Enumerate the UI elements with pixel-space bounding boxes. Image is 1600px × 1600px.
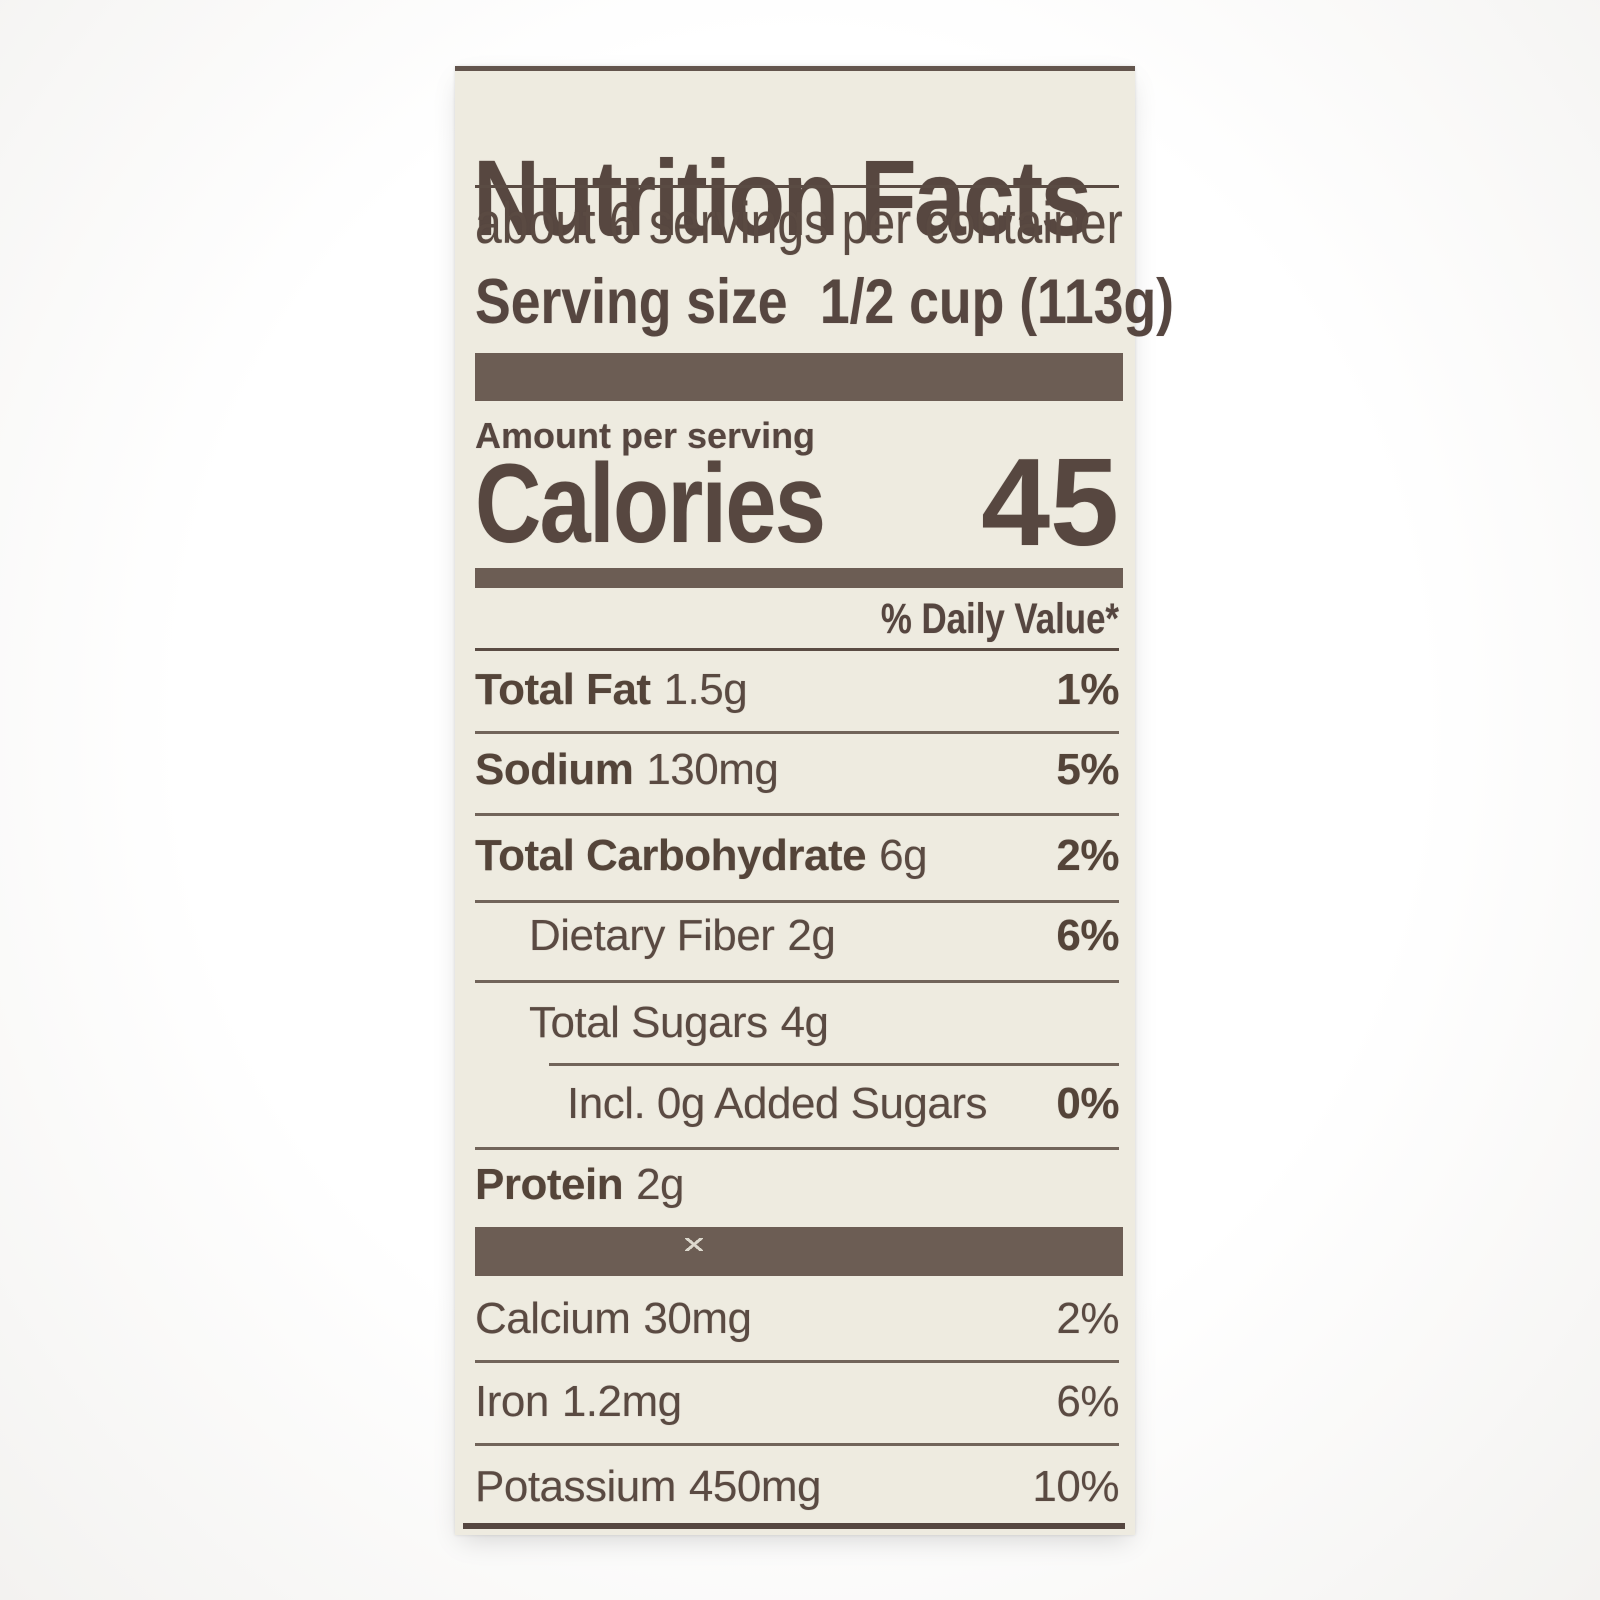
nutrient-amount: 1.2mg — [561, 1377, 682, 1426]
nutrient-row-dietary-fiber: Dietary Fiber 2g 6% — [529, 912, 1119, 960]
nutrient-name: Potassium — [475, 1462, 676, 1511]
calories-label: Calories — [475, 441, 826, 566]
nutrient-amount: 4g — [780, 998, 829, 1047]
nutrient-row-total-carbohydrate: Total Carbohydrate 6g 2% — [475, 832, 1119, 880]
label-title: Nutrition Facts — [473, 137, 1092, 259]
nutrient-name: Total Fat — [475, 665, 651, 714]
nutrient-name: Sodium — [475, 745, 634, 794]
nutrient-name-amount: Calcium 30mg — [475, 1295, 752, 1343]
mineral-row-potassium: Potassium 450mg 10% — [475, 1463, 1119, 1511]
section-divider-bar — [475, 568, 1123, 588]
nutrient-amount: 2g — [787, 911, 836, 960]
nutrient-name-amount: Iron 1.2mg — [475, 1378, 682, 1426]
serving-size-value: 1/2 cup (113g) — [819, 267, 1174, 337]
nutrient-row-total-fat: Total Fat 1.5g 1% — [475, 666, 1119, 714]
calories-row: Calories 45 — [475, 434, 1119, 572]
separator-line-indented — [549, 1063, 1119, 1066]
nutrient-daily-value: 6% — [1056, 911, 1119, 960]
nutrient-amount: 30mg — [643, 1294, 752, 1343]
nutrient-daily-value: 2% — [1056, 1294, 1119, 1343]
nutrient-name: Calcium — [475, 1294, 631, 1343]
label-top-edge — [455, 66, 1135, 71]
nutrient-name-amount: Potassium 450mg — [475, 1463, 821, 1511]
separator-line — [475, 1360, 1119, 1363]
separator-line — [475, 980, 1119, 983]
separator-line — [475, 1147, 1119, 1150]
daily-value-header: % Daily Value* — [880, 595, 1119, 643]
amount-per-serving-label: Amount per serving — [475, 415, 816, 456]
separator-line — [475, 1443, 1119, 1446]
nutrient-name: Incl. 0g Added Sugars — [567, 1079, 988, 1128]
nutrient-name-amount: Sodium 130mg — [475, 745, 779, 794]
nutrient-name: Dietary Fiber — [529, 911, 775, 960]
mineral-row-calcium: Calcium 30mg 2% — [475, 1295, 1119, 1343]
daily-value-underline — [475, 648, 1119, 651]
nutrient-name: Total Sugars — [529, 998, 768, 1047]
nutrient-amount: 1.5g — [663, 665, 748, 714]
title-underline — [475, 185, 1119, 188]
nutrient-row-added-sugars: Incl. 0g Added Sugars 0% — [567, 1080, 1119, 1128]
nutrition-facts-label: Nutrition Facts about 6 servings per con… — [455, 66, 1174, 1535]
label-bottom-rule — [463, 1523, 1125, 1529]
nutrient-name: Protein — [475, 1160, 624, 1209]
nutrient-daily-value: 6% — [1056, 1377, 1119, 1426]
serving-size-line: Serving size 1/2 cup (113g) — [475, 269, 1174, 335]
nutrient-daily-value: 1% — [1056, 665, 1119, 714]
nutrient-daily-value: 0% — [1056, 1079, 1119, 1128]
nutrient-name: Total Carbohydrate — [475, 831, 867, 880]
nutrient-name-amount: Total Fat 1.5g — [475, 665, 748, 714]
servings-per-container: about 6 servings per container — [475, 191, 1123, 256]
separator-line — [475, 813, 1119, 816]
nutrient-name-amount: Protein 2g — [475, 1160, 685, 1209]
separator-line — [475, 731, 1119, 734]
mineral-row-iron: Iron 1.2mg 6% — [475, 1378, 1119, 1426]
nutrient-amount: 130mg — [646, 745, 779, 794]
nutrient-name-amount: Dietary Fiber 2g — [529, 911, 836, 960]
nutrient-amount: 6g — [879, 831, 928, 880]
nutrient-name: Iron — [475, 1377, 549, 1426]
calories-value: 45 — [981, 434, 1119, 572]
nutrient-name-amount: Incl. 0g Added Sugars — [567, 1080, 1000, 1128]
nutrient-row-protein: Protein 2g — [475, 1161, 1119, 1209]
nutrient-name-amount: Total Sugars 4g — [529, 999, 829, 1047]
section-divider-bar — [475, 1227, 1123, 1276]
nutrient-daily-value: 10% — [1032, 1462, 1119, 1511]
print-speck — [685, 1238, 703, 1251]
nutrient-amount: 2g — [636, 1160, 685, 1209]
nutrient-daily-value: 5% — [1056, 745, 1119, 794]
nutrient-daily-value: 2% — [1056, 831, 1119, 880]
nutrient-amount: 450mg — [688, 1462, 822, 1511]
separator-line — [475, 900, 1119, 903]
nutrient-row-sodium: Sodium 130mg 5% — [475, 746, 1119, 794]
serving-size-label: Serving size — [475, 267, 788, 337]
nutrient-row-total-sugars: Total Sugars 4g — [529, 999, 1119, 1047]
section-divider-bar — [475, 353, 1123, 401]
nutrient-name-amount: Total Carbohydrate 6g — [475, 831, 928, 880]
